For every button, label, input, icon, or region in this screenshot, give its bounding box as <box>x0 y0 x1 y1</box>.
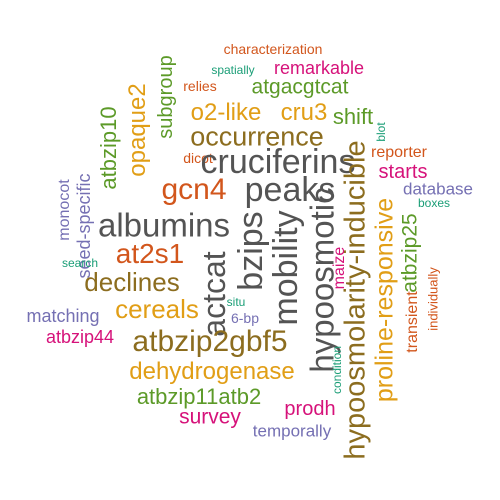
word-starts: starts <box>378 161 428 183</box>
word-subgroup: subgroup <box>155 55 177 139</box>
word-transient: transient <box>404 291 421 353</box>
word-occurrence: occurrence <box>190 121 324 152</box>
word-individually: individually <box>425 267 441 331</box>
word-albumins: albumins <box>97 206 231 244</box>
word-dehydrogenase: dehydrogenase <box>129 358 295 385</box>
word-gcn4: gcn4 <box>161 173 227 206</box>
word-peaks: peaks <box>244 171 336 209</box>
word-o2-like-cru3: o2-like <box>190 99 262 126</box>
word-remarkable: remarkable <box>273 58 365 78</box>
word-atgacgtcat: atgacgtcat <box>251 75 349 99</box>
word-spatially: spatially <box>211 63 255 77</box>
word-survey: survey <box>179 405 241 429</box>
word-opaque2: opaque2 <box>124 83 151 177</box>
word-at2s1: at2s1 <box>115 238 185 269</box>
word-atbzip11atb2: atbzip11atb2 <box>136 384 262 409</box>
word-mobility: mobility <box>267 210 305 326</box>
word-situ: situ <box>226 295 246 309</box>
word-dicot: dicot <box>183 150 213 166</box>
word-declines: declines <box>84 267 180 297</box>
word-search: search <box>61 256 99 270</box>
word-maize: maize <box>331 246 348 290</box>
word-blot: blot <box>374 122 388 142</box>
word-6-bp: 6-bp <box>230 310 260 326</box>
word-temporally: temporally <box>252 421 332 441</box>
word-relies: relies <box>183 78 217 94</box>
word-monocot: monocot <box>56 179 73 241</box>
word-bzips: bzips <box>232 211 270 291</box>
word-atbzip44: atbzip44 <box>45 327 115 347</box>
word-cruciferins: cruciferins <box>200 143 356 181</box>
word-prodh: prodh <box>284 398 336 420</box>
word-characterization: characterization <box>223 41 323 57</box>
word-condition: condition <box>330 345 344 395</box>
word-actcat: actcat <box>196 251 232 337</box>
word-atbzip2gbf5: atbzip2gbf5 <box>132 325 288 358</box>
word-hypoosmolarity-inducible: hypoosmolarity-inducible <box>339 140 372 460</box>
word-matching: matching <box>26 306 100 326</box>
word-proline-responsive: proline-responsive <box>370 197 399 403</box>
word-shift: shift <box>332 104 374 129</box>
word-atbzip25: atbzip25 <box>398 213 422 293</box>
word-cereals: cereals <box>115 294 199 324</box>
word-reporter: reporter <box>370 144 428 161</box>
word-cru3: cru3 <box>280 99 328 126</box>
word-boxes: boxes <box>417 196 451 210</box>
word-atbzip10: atbzip10 <box>96 106 121 190</box>
word-database: database <box>403 179 473 199</box>
